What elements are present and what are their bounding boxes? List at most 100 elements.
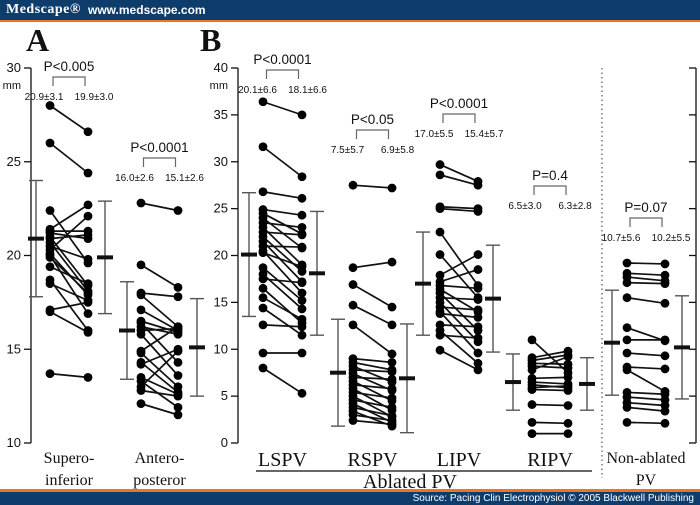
pair-line [352, 361, 393, 371]
pair-line [439, 292, 479, 332]
pre-data-point [45, 279, 55, 289]
p-value-label: P<0.05 [351, 112, 394, 127]
pair-line [626, 352, 666, 357]
pre-mean-sd-label: 7.5±5.7 [331, 145, 365, 156]
post-data-point [660, 259, 670, 269]
post-data-point [473, 312, 483, 322]
pre-error-bar [28, 179, 44, 298]
group-antero-posterior: P<0.0001 16.0±2.6 15.1±2.6 Antero-posteror [115, 140, 205, 489]
pre-data-point [258, 348, 268, 358]
post-data-point [173, 402, 183, 412]
post-data-point [387, 393, 397, 403]
pre-data-point [527, 365, 537, 375]
pre-data-point [45, 138, 55, 148]
pre-mean-sd-label: 10.7±5.6 [602, 233, 641, 244]
pair-line [531, 350, 569, 359]
post-data-point [297, 110, 307, 120]
post-data-point [297, 348, 307, 358]
pre-data-point [622, 365, 632, 375]
pair-line [140, 350, 179, 388]
pre-data-point [258, 142, 268, 152]
pair-line [626, 276, 666, 282]
pair-line [439, 205, 479, 210]
pair-line [626, 262, 666, 265]
pre-data-point [348, 263, 358, 273]
y-tick-label: 20 [7, 248, 21, 263]
pre-data-point [435, 170, 445, 180]
pre-data-point [45, 369, 55, 379]
y-tick-label: 40 [214, 60, 228, 75]
p-value-bracket [142, 157, 177, 167]
post-data-point [473, 283, 483, 293]
p-value-label: P<0.005 [44, 59, 95, 74]
header-url-link[interactable]: www.medscape.com [88, 3, 206, 17]
pair-line [352, 384, 393, 390]
post-data-point [473, 358, 483, 368]
pre-data-point [136, 305, 146, 315]
y-tick-label: 5 [221, 388, 228, 403]
pair-line [49, 245, 89, 261]
post-mean-sd-label: 10.2±5.5 [652, 233, 691, 244]
pre-data-point [527, 385, 537, 394]
post-mean-sd-label: 18.1±6.6 [288, 85, 327, 96]
post-data-point [83, 327, 93, 337]
pair-line [352, 419, 393, 426]
post-data-point [660, 364, 670, 374]
pair-line [439, 306, 479, 311]
medscape-logo[interactable]: Medscape® [6, 2, 81, 17]
pair-line [49, 204, 89, 230]
post-data-point [387, 384, 397, 394]
post-data-point [387, 419, 397, 429]
pre-data-point [348, 180, 358, 190]
pair-line [49, 301, 89, 311]
post-data-point [297, 262, 307, 272]
post-error-bar [97, 200, 113, 315]
p-value-label: P<0.0001 [130, 140, 188, 155]
post-data-point [387, 367, 397, 377]
post-mean-sd-label: 6.9±5.8 [381, 145, 415, 156]
post-data-point [473, 295, 483, 304]
pair-line [626, 421, 666, 425]
post-data-point [473, 207, 483, 216]
pre-data-point [45, 206, 55, 215]
panel-a: 30 25 20 15 10 mm P<0.005 20.9±3.1 19.9±3.0 Super… [3, 59, 205, 489]
group-supero-inferior: P<0.005 20.9±3.1 19.9±3.0 Supero-inferior [25, 59, 114, 489]
pair-line [352, 376, 393, 381]
post-mean-sd-label: 19.9±3.0 [75, 92, 114, 103]
pre-data-point [622, 258, 632, 268]
pre-data-point [348, 280, 358, 289]
y-tick-label: 35 [214, 107, 228, 122]
pair-line [626, 369, 666, 393]
pair-line [352, 184, 393, 189]
pair-line [49, 234, 89, 240]
p-value-bracket [533, 185, 567, 195]
pair-line [262, 324, 303, 328]
pre-data-point [45, 307, 55, 317]
pre-data-point [258, 274, 268, 284]
post-data-point [473, 265, 483, 274]
post-data-point [387, 374, 397, 384]
group-lipv: P<0.0001 17.0±5.5 15.4±5.7 LIPV [415, 96, 504, 471]
post-data-point [387, 257, 397, 267]
post-data-point [563, 401, 573, 410]
pair-line [531, 384, 569, 389]
post-data-point [297, 314, 307, 324]
pre-data-point [435, 270, 445, 280]
post-mean-sd-label: 15.4±5.7 [465, 129, 504, 140]
pair-line [262, 307, 303, 336]
pre-data-point [258, 320, 268, 330]
pre-error-bar [119, 281, 135, 380]
pair-line [626, 326, 666, 342]
post-data-point [173, 371, 183, 380]
pre-error-bar [604, 289, 620, 396]
pair-line [626, 272, 666, 277]
post-data-point [297, 278, 307, 288]
p-value-bracket [629, 217, 663, 227]
pre-data-point [136, 290, 146, 300]
post-data-point [83, 309, 93, 319]
y-tick-label: 20 [214, 248, 228, 263]
pair-line [262, 245, 303, 248]
pair-line [352, 414, 393, 422]
post-data-point [660, 279, 670, 289]
post-data-point [297, 330, 307, 340]
